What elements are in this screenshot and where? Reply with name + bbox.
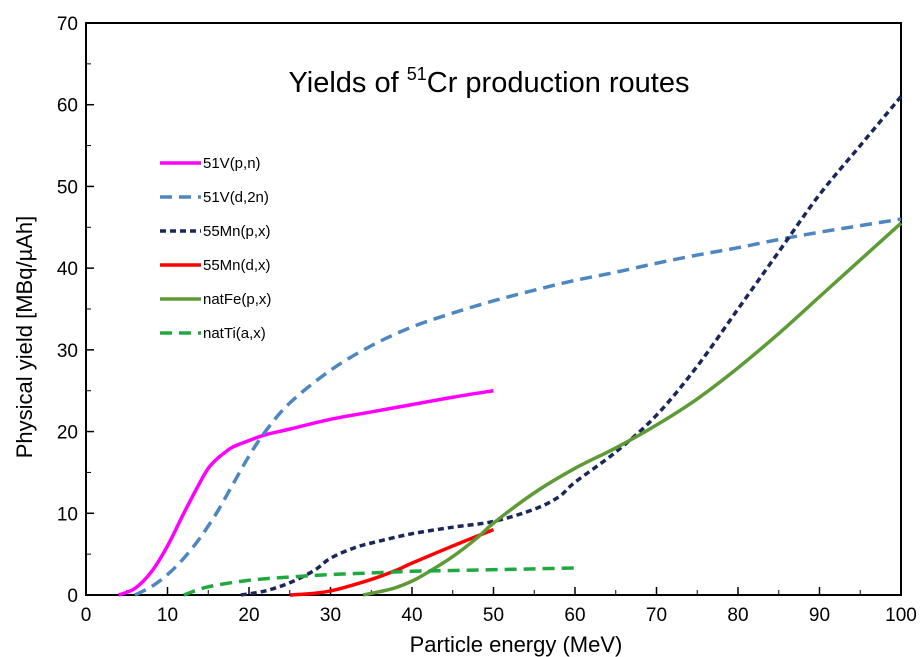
chart-title: Yields of 51Cr production routes [289,64,690,99]
y-tick-label: 50 [57,177,78,198]
series-line-55Mn(d,x) [289,528,495,597]
x-tick-label: 40 [401,605,422,626]
y-tick-label: 10 [57,504,78,525]
x-tick-label: 70 [646,605,667,626]
x-tick-label: 60 [564,605,585,626]
x-tick-label: 20 [238,605,259,626]
legend-label: natFe(p,x) [203,291,271,308]
x-tick-label: 30 [320,605,341,626]
x-tick-label: 50 [483,605,504,626]
x-tick-label: 80 [727,605,748,626]
x-tick-label: 100 [885,605,917,626]
y-tick-label: 70 [57,14,78,35]
legend: 51V(p,n) 51V(d,2n) 55Mn(p,x) 55Mn(d,x) natFe… [160,155,271,342]
series-line-51V(p,n) [117,388,494,597]
y-tick-label: 0 [67,586,78,607]
series-line-51V(d,2n) [134,217,902,597]
x-tick-label: 0 [81,605,92,626]
y-tick-label: 60 [57,96,78,117]
series-line-natTi(a,x) [183,566,576,597]
legend-label: 51V(p,n) [203,155,261,172]
y-tick-label: 30 [57,341,78,362]
series-layer [117,95,903,597]
y-axis-ticks: 0 10 20 30 40 50 60 70 [57,14,94,607]
y-axis-label: Physical yield [MBq/µAh] [12,216,37,459]
x-axis-ticks: 0 10 20 30 40 50 60 70 80 90 100 [81,587,917,626]
plot-area [85,22,902,596]
y-tick-label: 20 [57,423,78,444]
x-tick-label: 90 [809,605,830,626]
legend-label: natTi(a,x) [203,325,266,342]
y-tick-label: 40 [57,259,78,280]
x-axis-label: Particle energy (MeV) [410,632,623,657]
series-line-55Mn(p,x) [240,95,903,597]
series-line-natFe(p,x) [362,221,903,597]
legend-label: 51V(d,2n) [203,189,269,206]
legend-label: 55Mn(d,x) [203,257,271,274]
legend-label: 55Mn(p,x) [203,223,271,240]
x-tick-label: 10 [157,605,178,626]
